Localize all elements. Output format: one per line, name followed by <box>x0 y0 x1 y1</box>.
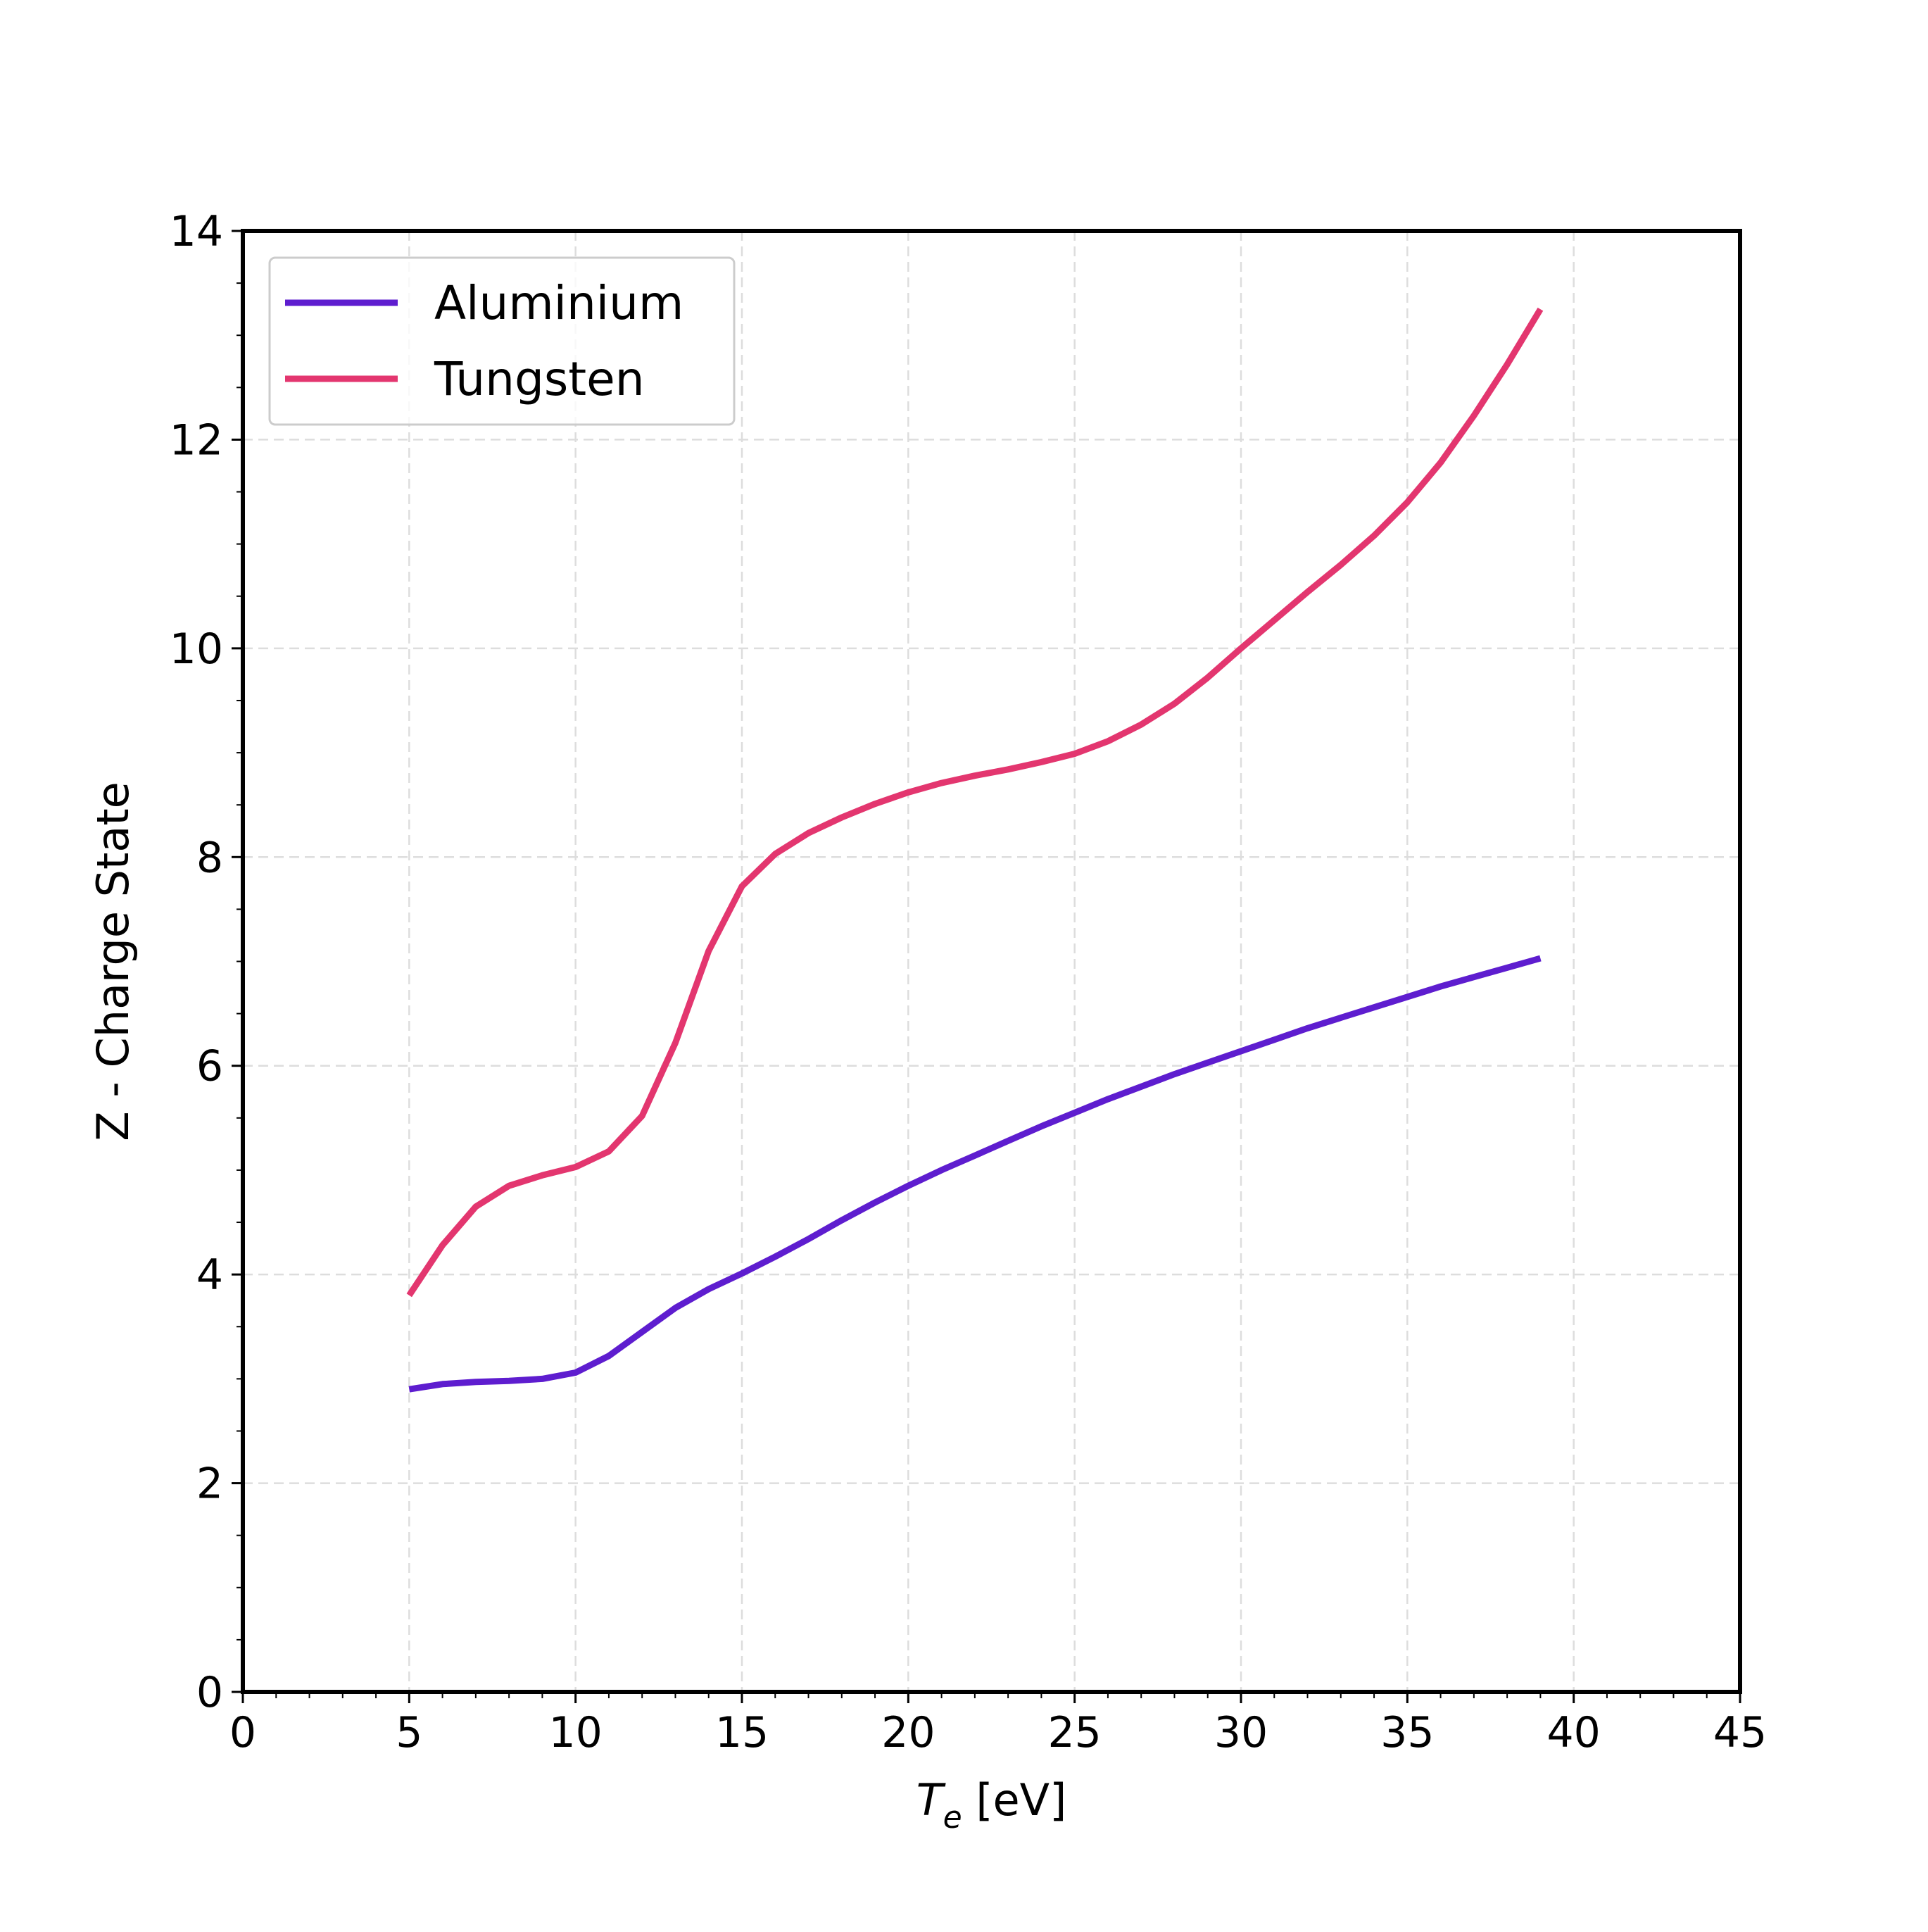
x-axis-label: Te [eV] <box>916 1774 1067 1836</box>
x-tick-label: 40 <box>1546 1708 1600 1757</box>
x-tick-label: 20 <box>881 1708 935 1757</box>
x-tick-label: 45 <box>1713 1708 1767 1757</box>
x-tick-label: 30 <box>1214 1708 1268 1757</box>
y-tick-label: 4 <box>196 1250 223 1300</box>
plot-frame <box>241 229 1742 1694</box>
legend-box <box>268 256 736 426</box>
x-tick-label: 15 <box>715 1708 769 1757</box>
x-tick-label: 25 <box>1047 1708 1101 1757</box>
y-tick-label: 8 <box>196 833 223 882</box>
series-lines <box>406 307 1544 1393</box>
x-tick-label: 35 <box>1380 1708 1434 1757</box>
y-tick-label: 6 <box>196 1042 223 1091</box>
legend: Aluminium Tungsten <box>268 256 736 426</box>
y-tick-label: 10 <box>170 625 223 674</box>
legend-label-aluminium: Aluminium <box>434 276 683 330</box>
grid-lines <box>243 231 1740 1692</box>
x-tick-label: 5 <box>396 1708 422 1757</box>
series-line-tungsten <box>406 307 1544 1298</box>
x-tick-label: 10 <box>548 1708 602 1757</box>
y-axis-label: Z - Charge State <box>87 782 139 1141</box>
x-tick-label: 0 <box>229 1708 256 1757</box>
y-tick-label: 12 <box>170 415 223 465</box>
legend-label-tungsten: Tungsten <box>434 352 645 406</box>
y-tick-label: 2 <box>196 1460 223 1509</box>
y-tick-label: 14 <box>170 207 223 256</box>
series-line-aluminium <box>408 955 1542 1393</box>
axis-ticks: 0 5 10 15 20 25 30 35 40 45 0 2 4 6 8 10 12 14 <box>170 207 1768 1757</box>
y-tick-label: 0 <box>196 1668 223 1717</box>
